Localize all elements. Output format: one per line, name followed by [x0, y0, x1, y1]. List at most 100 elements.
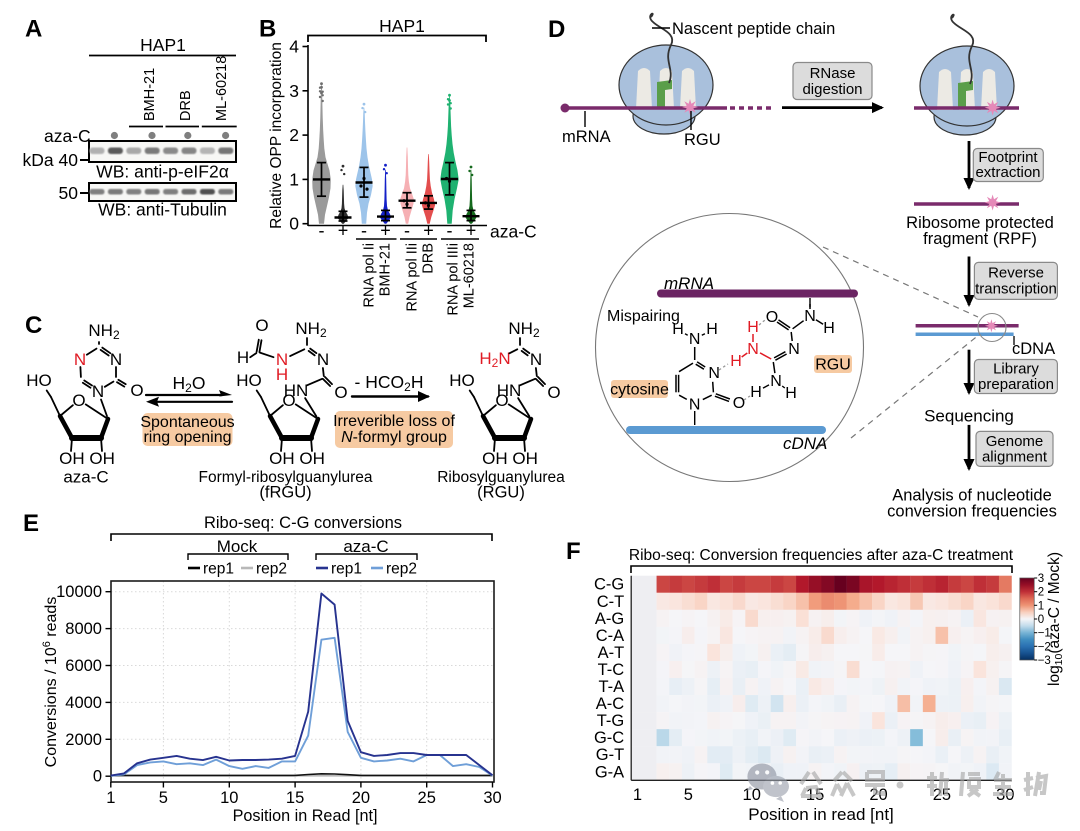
svg-text:4000: 4000 — [65, 694, 102, 712]
svg-text:extraction: extraction — [975, 164, 1040, 181]
svg-text:alignment: alignment — [982, 449, 1048, 466]
svg-text:transcription: transcription — [975, 281, 1057, 298]
svg-text:0: 0 — [289, 214, 299, 234]
svg-text:mRNA: mRNA — [562, 128, 611, 146]
svg-text:cytosine: cytosine — [610, 382, 669, 399]
svg-text:50: 50 — [59, 183, 79, 203]
svg-text:Position in Read [nt]: Position in Read [nt] — [233, 807, 378, 825]
svg-text:H: H — [730, 353, 742, 370]
svg-text:F: F — [566, 538, 581, 565]
svg-text:DRB: DRB — [178, 90, 194, 121]
svg-text:10: 10 — [220, 789, 238, 807]
svg-text:H: H — [747, 319, 759, 336]
svg-text:OH OH: OH OH — [269, 449, 325, 468]
svg-text:H: H — [823, 320, 835, 337]
svg-text:mRNA: mRNA — [664, 274, 714, 293]
svg-text:3: 3 — [289, 81, 299, 101]
svg-text:15: 15 — [286, 789, 304, 807]
svg-text:HAP1: HAP1 — [379, 16, 425, 36]
svg-text:3: 3 — [1038, 573, 1044, 585]
svg-text:Ribosome protected: Ribosome protected — [906, 214, 1054, 232]
svg-text:0: 0 — [1038, 614, 1044, 626]
svg-text:OH OH: OH OH — [59, 449, 115, 468]
svg-text:N: N — [689, 331, 701, 348]
svg-text:HO: HO — [236, 371, 262, 390]
svg-text:Spontaneous: Spontaneous — [140, 414, 234, 431]
svg-text:Library: Library — [993, 361, 1039, 378]
svg-text:digestion: digestion — [802, 81, 862, 98]
svg-text:OH OH: OH OH — [482, 449, 538, 468]
svg-text:cDNA: cDNA — [783, 434, 827, 453]
svg-text:N: N — [788, 341, 800, 358]
svg-text:WB: anti-Tubulin: WB: anti-Tubulin — [98, 200, 227, 220]
svg-text:N: N — [708, 365, 720, 382]
svg-text:NH2: NH2 — [295, 319, 327, 340]
svg-text:30: 30 — [483, 789, 501, 807]
svg-text:1: 1 — [1038, 600, 1044, 612]
svg-text:WB: anti-p-eIF2α: WB: anti-p-eIF2α — [96, 162, 229, 182]
svg-text:−3: −3 — [1038, 655, 1051, 667]
svg-text:B: B — [259, 16, 276, 43]
svg-text:H: H — [785, 385, 797, 402]
svg-text:rep2: rep2 — [386, 561, 417, 578]
svg-text:N: N — [530, 350, 542, 369]
svg-text:O: O — [547, 383, 560, 402]
svg-text:N: N — [74, 350, 86, 369]
svg-text:N: N — [317, 350, 329, 369]
svg-text:2: 2 — [289, 125, 299, 145]
svg-text:C-T: C-T — [597, 593, 625, 611]
svg-text:N: N — [770, 373, 782, 390]
svg-text:Sequencing: Sequencing — [924, 407, 1014, 426]
svg-text:HAP1: HAP1 — [140, 35, 186, 55]
svg-text:C-A: C-A — [596, 627, 624, 645]
svg-text:6000: 6000 — [65, 657, 102, 675]
svg-text:+: + — [338, 221, 349, 241]
svg-text:A-G: A-G — [595, 610, 624, 628]
svg-text:2: 2 — [1038, 587, 1044, 599]
svg-text:HN: HN — [284, 381, 309, 400]
svg-text:O: O — [766, 309, 778, 326]
svg-text:Ribosylguanylurea: Ribosylguanylurea — [437, 469, 565, 486]
svg-text:O: O — [495, 391, 508, 410]
svg-text:RGU: RGU — [684, 131, 721, 149]
svg-text:0: 0 — [93, 768, 102, 786]
svg-text:RNA pol IIIi: RNA pol IIIi — [446, 243, 462, 316]
svg-text:ML-60218: ML-60218 — [462, 243, 478, 308]
svg-text:aza-C: aza-C — [343, 537, 388, 556]
svg-text:1: 1 — [106, 789, 115, 807]
svg-text:O: O — [130, 381, 143, 400]
svg-text:O: O — [733, 395, 745, 412]
svg-text:−1: −1 — [1038, 628, 1051, 640]
svg-text:Nascent peptide chain: Nascent peptide chain — [672, 20, 835, 38]
svg-text:H: H — [672, 321, 684, 338]
svg-text:H: H — [237, 348, 249, 367]
svg-text:RNA pol IIi: RNA pol IIi — [405, 243, 421, 312]
svg-text:rep2: rep2 — [256, 561, 287, 578]
svg-text:A: A — [25, 16, 42, 43]
svg-text:Relative OPP incorporation: Relative OPP incorporation — [268, 42, 285, 229]
svg-text:rep1: rep1 — [203, 561, 234, 578]
svg-text:HO: HO — [449, 371, 475, 390]
svg-text:RNA pol Ii: RNA pol Ii — [362, 243, 378, 307]
svg-text:1: 1 — [633, 786, 642, 804]
svg-text:DRB: DRB — [421, 243, 437, 274]
svg-text:10000: 10000 — [56, 583, 102, 601]
svg-text:H: H — [706, 321, 718, 338]
svg-text:conversion frequencies: conversion frequencies — [887, 503, 1057, 521]
svg-text:25: 25 — [418, 789, 436, 807]
svg-text:−2: −2 — [1038, 641, 1051, 653]
svg-text:C-G: C-G — [594, 576, 624, 594]
svg-text:T-C: T-C — [598, 661, 625, 679]
svg-text:D: D — [548, 16, 565, 43]
svg-text:G-T: G-T — [596, 746, 624, 764]
svg-text:Conversions / 106 reads: Conversions / 106 reads — [41, 597, 60, 768]
svg-text:-: - — [361, 221, 367, 241]
svg-text:Genome: Genome — [986, 433, 1044, 450]
svg-text:Footprint: Footprint — [978, 149, 1038, 166]
svg-text:T-G: T-G — [597, 712, 625, 730]
svg-text:aza-C: aza-C — [44, 126, 91, 146]
svg-text:rep1: rep1 — [331, 561, 362, 578]
svg-text:4: 4 — [289, 37, 299, 57]
svg-text:Ribo-seq: C-G conversions: Ribo-seq: C-G conversions — [204, 514, 402, 532]
svg-text:N: N — [804, 308, 816, 325]
